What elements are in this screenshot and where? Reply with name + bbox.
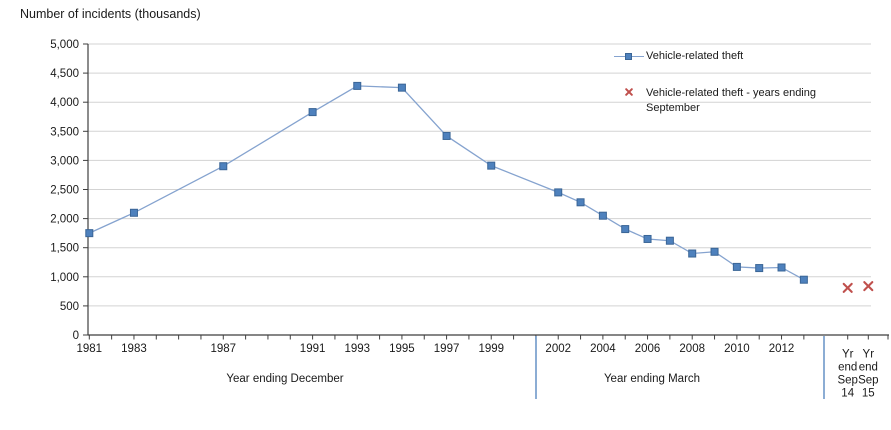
x-tick-label: 1981 bbox=[77, 343, 103, 355]
section-dividers bbox=[535, 336, 825, 399]
x-tick-label: 1991 bbox=[300, 343, 326, 355]
x-tick-label: 1995 bbox=[389, 343, 415, 355]
x-axis-labels: 1981 1983 1987 1991 1993 1995 1997 1999 2002 2004… bbox=[77, 343, 879, 400]
data-point-square bbox=[799, 275, 808, 284]
data-point-square bbox=[576, 198, 585, 207]
y-tick-label: 5,000 bbox=[50, 39, 79, 51]
y-tick-label: 500 bbox=[60, 301, 79, 313]
x-tick-label: 1999 bbox=[478, 343, 504, 355]
data-point-square bbox=[353, 81, 362, 90]
data-point-square bbox=[554, 188, 563, 197]
x-tick-label: 1993 bbox=[344, 343, 370, 355]
data-point-square bbox=[487, 161, 496, 170]
x-axis-section-label: Year ending March bbox=[604, 373, 700, 385]
x-tick-label: 2006 bbox=[635, 343, 661, 355]
x-stroke bbox=[842, 282, 853, 293]
legend-label: Vehicle-related theft - years ending Sep… bbox=[646, 87, 816, 114]
legend-label: Vehicle-related theft bbox=[646, 50, 744, 62]
x-tick-label: 2010 bbox=[724, 343, 750, 355]
x-tick-label: 1983 bbox=[121, 343, 147, 355]
data-point-square bbox=[732, 262, 741, 271]
data-point-square bbox=[85, 229, 94, 238]
series-vehicle-theft-september bbox=[842, 281, 874, 293]
chart-title: Number of incidents (thousands) bbox=[20, 7, 201, 21]
data-point-square bbox=[129, 208, 138, 217]
data-point-square bbox=[308, 108, 317, 117]
data-point-x bbox=[863, 281, 874, 292]
x-cross-marker-icon bbox=[614, 86, 644, 99]
data-point-square bbox=[688, 249, 697, 258]
data-point-square bbox=[643, 234, 652, 243]
y-tick-label: 4,500 bbox=[50, 68, 79, 80]
square-marker-icon bbox=[625, 53, 632, 60]
legend-item-vehicle-theft-september: Vehicle-related theft - years ending Sep… bbox=[614, 86, 832, 116]
x-tick-label: 1987 bbox=[210, 343, 236, 355]
x-tick-label: 2002 bbox=[545, 343, 571, 355]
data-point-square bbox=[710, 247, 719, 256]
data-point-square bbox=[442, 131, 451, 140]
y-tick-label: 1,000 bbox=[50, 272, 79, 284]
x-tick-label: 2012 bbox=[769, 343, 795, 355]
y-axis-labels: 0 500 1,000 1,500 2,000 2,500 3,000 3,500 4,000 4… bbox=[50, 39, 88, 342]
y-tick-label: 1,500 bbox=[50, 243, 79, 255]
x-tick-label: 2004 bbox=[590, 343, 616, 355]
data-point-square bbox=[665, 236, 674, 245]
data-point-x bbox=[842, 282, 853, 293]
line-square-marker-icon bbox=[614, 51, 644, 62]
data-point-square bbox=[777, 263, 786, 272]
y-tick-label: 2,000 bbox=[50, 214, 79, 226]
y-tick-label: 0 bbox=[73, 330, 79, 342]
x-tick-label: 2008 bbox=[679, 343, 705, 355]
x-tick-label-stacked: Yr end Sep 14 bbox=[837, 349, 857, 400]
x-tick-label: 1997 bbox=[434, 343, 460, 355]
x-axis-section-label: Year ending December bbox=[226, 373, 343, 385]
data-point-square bbox=[755, 264, 764, 273]
series-vehicle-theft bbox=[85, 81, 808, 284]
y-tick-label: 3,000 bbox=[50, 155, 79, 167]
y-tick-label: 2,500 bbox=[50, 185, 79, 197]
x-axis-ticks bbox=[88, 335, 889, 340]
x-stroke bbox=[863, 281, 874, 292]
y-tick-label: 3,500 bbox=[50, 126, 79, 138]
legend-item-vehicle-theft: Vehicle-related theft bbox=[614, 49, 743, 64]
data-point-square bbox=[397, 83, 406, 92]
data-point-square bbox=[621, 225, 630, 234]
axes bbox=[87, 44, 889, 336]
y-tick-label: 4,000 bbox=[50, 97, 79, 109]
data-point-square bbox=[598, 211, 607, 220]
data-point-square bbox=[219, 162, 228, 171]
x-tick-label-stacked: Yr end Sep 15 bbox=[858, 349, 878, 400]
